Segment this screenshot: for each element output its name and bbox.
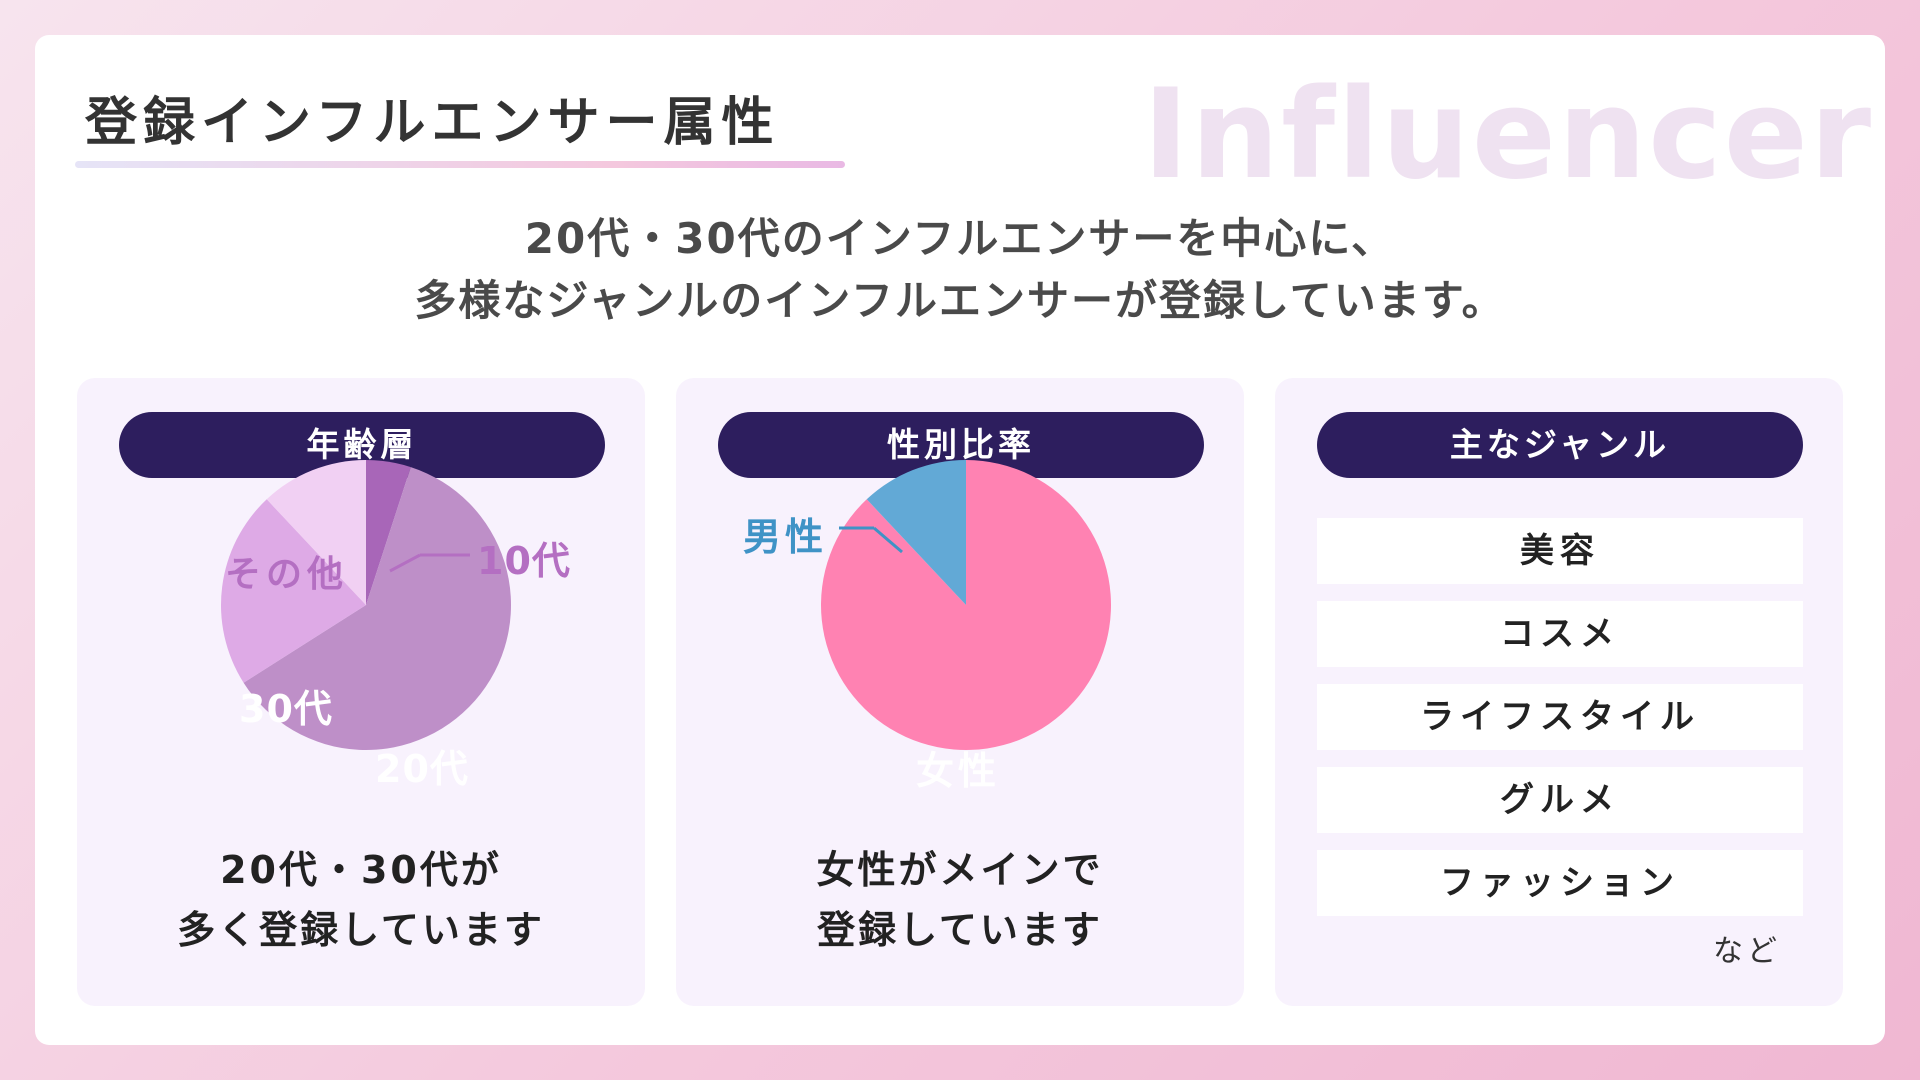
gender-pie-slice-1 — [866, 460, 966, 605]
lead-line-2: 多様なジャンルのインフルエンサーが登録しています。 — [414, 276, 1506, 325]
genre-item-fashion: ファッション — [1317, 850, 1803, 916]
age-pie-slice-3 — [266, 460, 366, 605]
age-note-line-1: 20代・30代が — [220, 848, 502, 892]
gender-note-line-1: 女性がメインで — [816, 848, 1104, 892]
age-note: 20代・30代が 多く登録しています — [77, 840, 645, 960]
age-panel: 年齢層 10代 その他 30代 20代 20代・30代が 多く登録しています — [77, 378, 645, 1006]
age-label-20s: 20代 — [375, 747, 469, 791]
genre-panel: 主なジャンル 美容 コスメ ライフスタイル グルメ ファッション など — [1275, 378, 1843, 1006]
genre-panel-header: 主なジャンル — [1317, 412, 1803, 478]
genre-item-beauty: 美容 — [1317, 518, 1803, 584]
age-pie-chart — [221, 460, 511, 750]
age-pie-slice-2 — [221, 499, 366, 683]
gender-leader-line-2 — [873, 526, 903, 554]
gender-panel: 性別比率 男性 女性 女性がメインで 登録しています — [676, 378, 1244, 1006]
genre-item-cosmetics: コスメ — [1317, 601, 1803, 667]
slide-card: Influencer 登録インフルエンサー属性 20代・30代のインフルエンサー… — [35, 35, 1885, 1045]
lead-line-1: 20代・30代のインフルエンサーを中心に、 — [524, 214, 1396, 263]
genre-item-gourmet: グルメ — [1317, 767, 1803, 833]
age-leader-line-1 — [389, 553, 421, 573]
gender-note-line-2: 登録しています — [817, 908, 1103, 952]
genre-etc-text: など — [1713, 934, 1781, 969]
age-pie-slice-0 — [366, 460, 411, 605]
age-note-line-2: 多く登録しています — [177, 908, 545, 952]
age-label-10s: 10代 — [477, 539, 571, 583]
gender-label-female: 女性 — [916, 749, 1001, 793]
page-title: 登録インフルエンサー属性 — [85, 93, 780, 153]
gender-note: 女性がメインで 登録しています — [676, 840, 1244, 960]
genre-list: 美容 コスメ ライフスタイル グルメ ファッション — [1317, 518, 1803, 933]
age-label-30s: 30代 — [239, 687, 333, 731]
title-underline — [75, 161, 845, 168]
gender-label-male: 男性 — [743, 515, 828, 559]
watermark-text: Influencer — [1142, 63, 1873, 207]
gender-pie-chart — [821, 460, 1111, 750]
genre-item-lifestyle: ライフスタイル — [1317, 684, 1803, 750]
age-pie-slice-1 — [243, 467, 511, 750]
lead-text: 20代・30代のインフルエンサーを中心に、 多様なジャンルのインフルエンサーが登… — [35, 208, 1885, 332]
age-label-other: その他 — [225, 554, 349, 595]
